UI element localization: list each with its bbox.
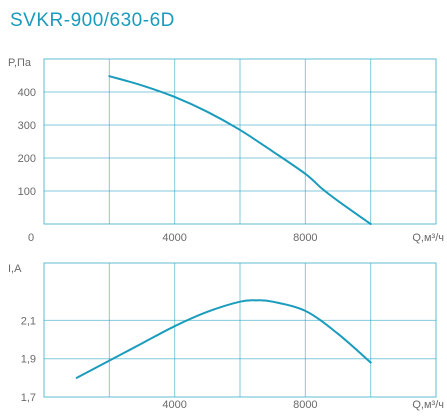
current-chart: 1,7 1,9 2,1 4000 8000 I,A Q,м³/ч [8, 262, 444, 411]
y-tick-label: 1,7 [21, 392, 36, 404]
series-line [75, 299, 372, 379]
y-tick-label: 300 [18, 120, 36, 132]
x-tick-label: 4000 [162, 232, 186, 244]
y-tick-label: 400 [18, 87, 36, 99]
series-line [108, 75, 372, 225]
y-tick-label: 1,9 [21, 354, 36, 366]
y-tick-label: 2,1 [21, 315, 36, 327]
y-axis-label: I,A [8, 263, 22, 275]
x-tick-label: 8000 [293, 399, 317, 411]
y-tick-label: 100 [18, 186, 36, 198]
x-axis-label: Q,м³/ч [412, 399, 444, 411]
chart-title: SVKR-900/630-6D [10, 10, 175, 31]
x-tick-label: 0 [28, 232, 34, 244]
x-axis-label: Q,м³/ч [412, 232, 444, 244]
y-tick-label: 200 [18, 153, 36, 165]
x-tick-label: 8000 [293, 232, 317, 244]
x-tick-label: 4000 [162, 399, 186, 411]
y-axis-label: P,Па [8, 57, 32, 69]
